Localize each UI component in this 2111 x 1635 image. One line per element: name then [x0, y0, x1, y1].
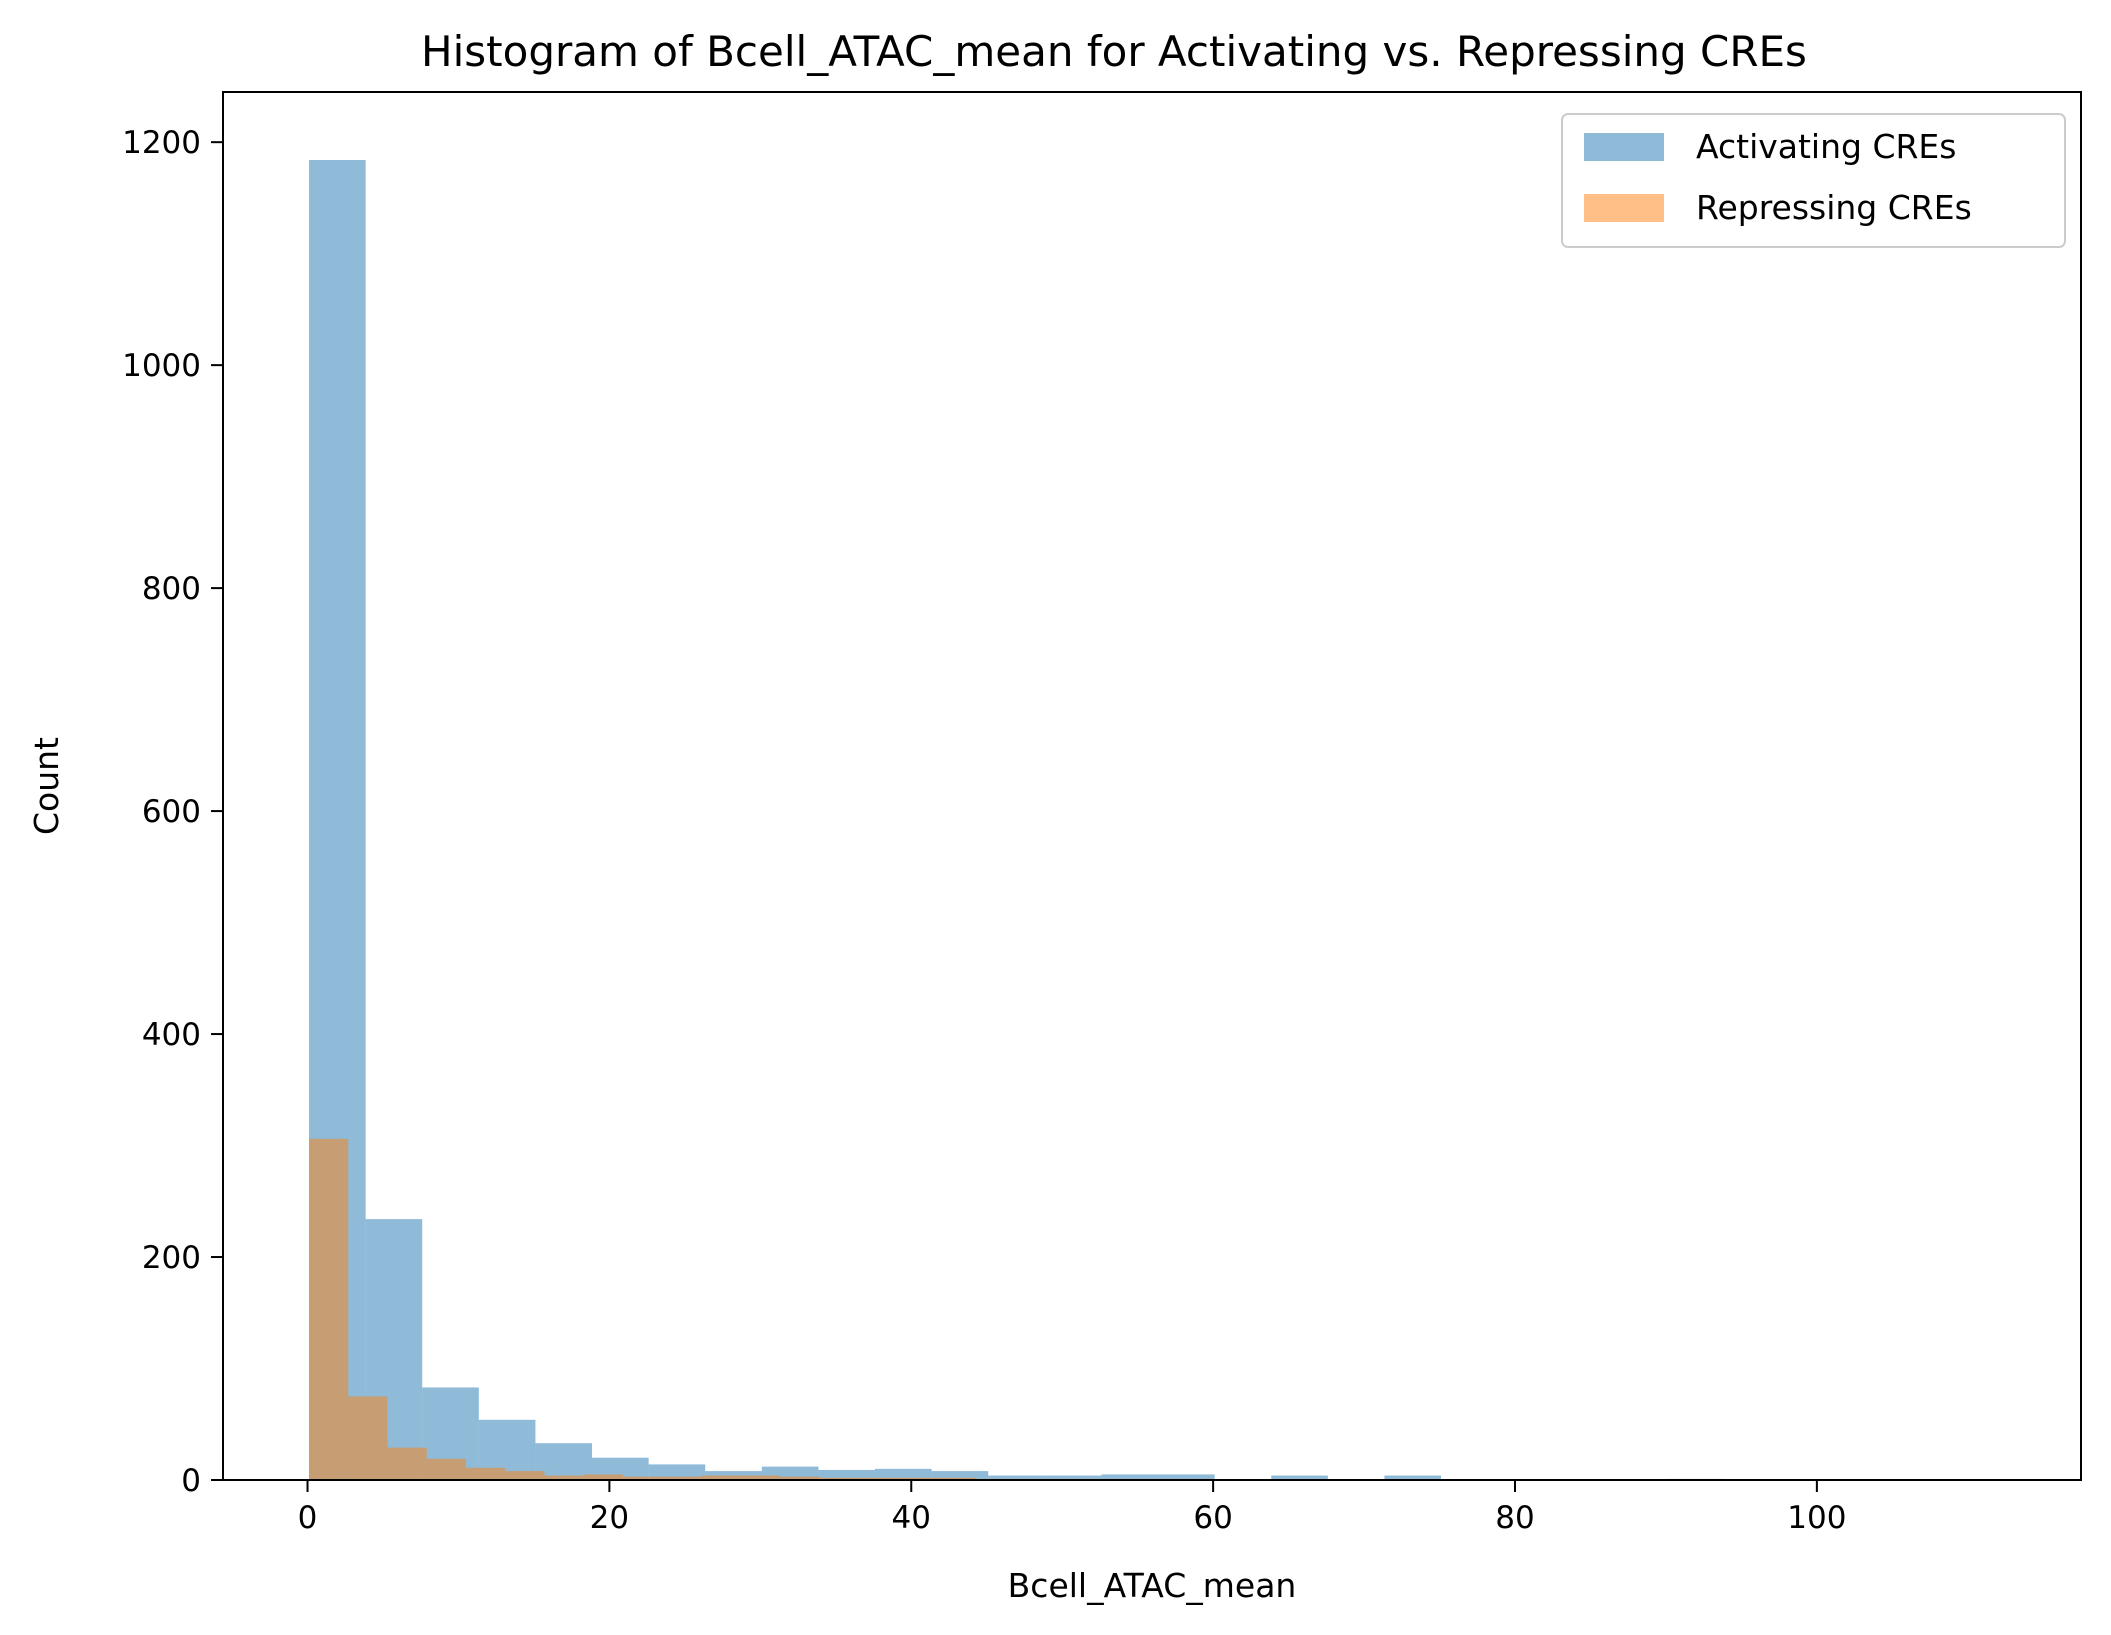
bar-repressing-5: [505, 1471, 545, 1480]
plot-frame: [222, 91, 2082, 1481]
bar-repressing-9: [662, 1476, 702, 1480]
y-tick-label: 1200: [122, 125, 201, 161]
x-axis: 0 20 40 60 80 100: [298, 1480, 1846, 1536]
bar-repressing-14: [858, 1477, 898, 1480]
bar-activating-12: [988, 1475, 1045, 1480]
bar-repressing-11: [740, 1475, 780, 1480]
bar-activating-9: [818, 1469, 876, 1480]
bar-repressing-8: [622, 1476, 663, 1480]
legend-swatch-repressing: [1584, 194, 1664, 222]
bar-activating-13: [1044, 1475, 1102, 1480]
x-axis-label: Bcell_ATAC_mean: [1008, 1566, 1297, 1605]
y-axis-label: Count: [27, 737, 66, 835]
x-tick-label: 100: [1787, 1500, 1846, 1536]
y-tick-label: 0: [181, 1463, 201, 1499]
x-tick-label: 80: [1495, 1500, 1534, 1536]
bar-repressing-2: [387, 1447, 427, 1480]
series-repressing: [309, 1138, 1212, 1480]
y-axis: 0 200 400 600 800 1000 1200: [122, 125, 223, 1499]
bars-layer: [309, 160, 1725, 1480]
bar-repressing-4: [466, 1467, 506, 1480]
y-tick-label: 200: [142, 1240, 201, 1276]
series-activating: [309, 160, 1725, 1480]
legend: Activating CREs Repressing CREs: [1561, 113, 2066, 248]
bar-repressing-13: [819, 1477, 859, 1480]
bar-repressing-12: [779, 1476, 820, 1480]
bar-repressing-10: [701, 1475, 741, 1480]
bar-repressing-1: [348, 1396, 388, 1480]
bar-activating-6: [648, 1464, 706, 1480]
legend-label-repressing: Repressing CREs: [1696, 188, 1972, 227]
chart-title: Histogram of Bcell_ATAC_mean for Activat…: [421, 27, 1807, 76]
y-tick-label: 800: [142, 571, 201, 607]
x-tick-label: 20: [590, 1500, 629, 1536]
y-tick-label: 1000: [122, 348, 201, 384]
bar-repressing-0: [309, 1138, 349, 1480]
bar-repressing-7: [583, 1474, 623, 1480]
legend-label-activating: Activating CREs: [1696, 127, 1956, 166]
bar-activating-4: [535, 1443, 593, 1480]
bar-repressing-15: [897, 1477, 937, 1480]
y-tick-label: 400: [142, 1017, 201, 1053]
bar-repressing-3: [426, 1458, 467, 1480]
bar-activating-14: [1101, 1474, 1159, 1480]
x-tick-label: 60: [1193, 1500, 1232, 1536]
bar-activating-11: [931, 1471, 989, 1480]
x-tick-label: 0: [298, 1500, 318, 1536]
bar-repressing-16: [936, 1477, 977, 1480]
bar-activating-17: [1384, 1475, 1442, 1480]
bar-activating-10: [875, 1468, 932, 1480]
legend-frame: [1561, 113, 2066, 248]
bar-activating-15: [1158, 1474, 1215, 1480]
bar-activating-16: [1271, 1475, 1328, 1480]
legend-swatch-activating: [1584, 133, 1664, 161]
x-tick-label: 40: [892, 1500, 931, 1536]
bar-repressing-6: [544, 1475, 584, 1480]
y-tick-label: 600: [142, 794, 201, 830]
